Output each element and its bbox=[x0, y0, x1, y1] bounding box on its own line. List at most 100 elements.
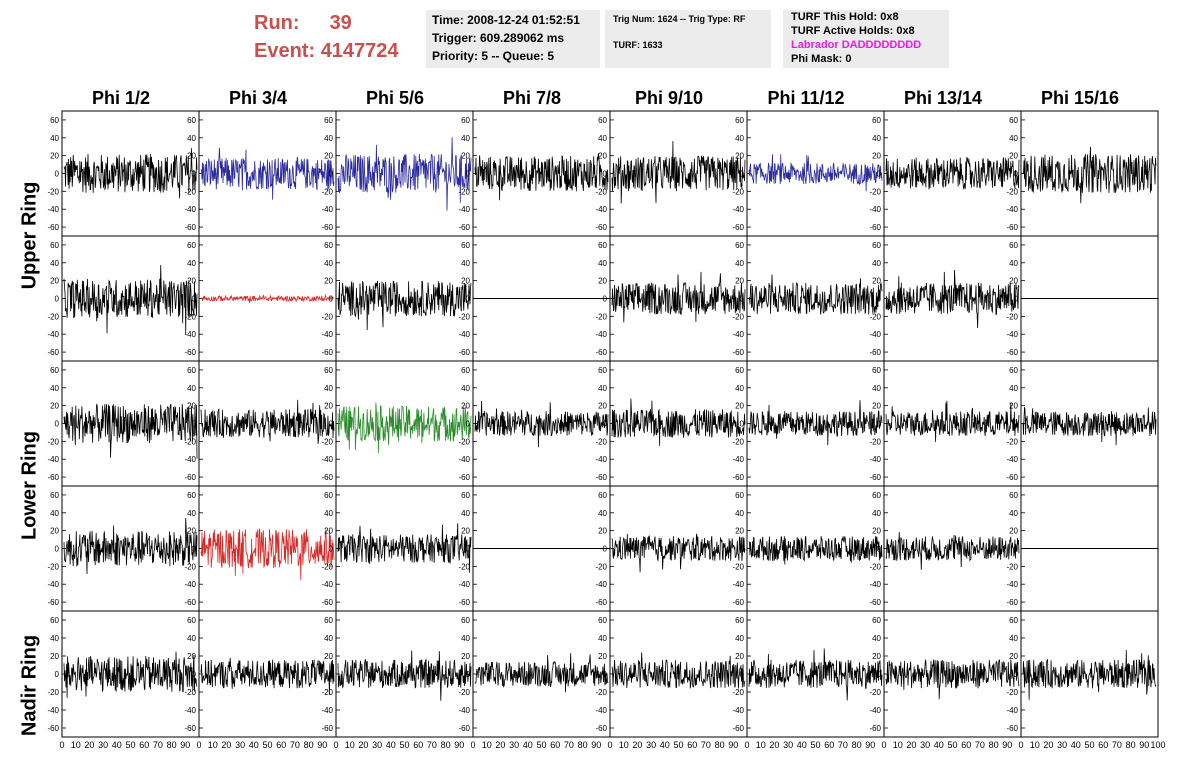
y-tick-label: 20 bbox=[1009, 527, 1018, 536]
y-tick-label: 0 bbox=[55, 670, 60, 679]
y-tick-label: 40 bbox=[872, 384, 881, 393]
y-tick-label: -20 bbox=[458, 562, 470, 571]
y-tick-label: -40 bbox=[869, 330, 881, 339]
waveform-trace bbox=[885, 659, 1020, 700]
x-tick-label: 10 bbox=[71, 740, 81, 750]
y-tick-label: 20 bbox=[50, 652, 59, 661]
y-tick-label: 0 bbox=[603, 295, 608, 304]
x-tick-label: 50 bbox=[399, 740, 409, 750]
run-value: 39 bbox=[329, 12, 352, 34]
waveform-trace bbox=[1022, 407, 1157, 446]
y-tick-label: 0 bbox=[877, 670, 882, 679]
y-tick-label: -20 bbox=[595, 562, 607, 571]
waveform-trace bbox=[885, 532, 1020, 570]
x-tick-label: 10 bbox=[1030, 740, 1040, 750]
y-tick-label: 20 bbox=[324, 277, 333, 286]
y-tick-label: -20 bbox=[184, 688, 196, 697]
y-tick-label: 20 bbox=[461, 152, 470, 161]
y-tick-label: 60 bbox=[50, 491, 59, 500]
y-tick-label: 20 bbox=[1009, 402, 1018, 411]
waveform-trace bbox=[885, 156, 1020, 190]
time-text: Time: 2008-12-24 01:52:51 bbox=[432, 13, 580, 27]
y-tick-label: -60 bbox=[184, 724, 196, 733]
y-tick-label: 60 bbox=[1009, 366, 1018, 375]
waveform-trace bbox=[337, 523, 472, 573]
y-tick-label: 60 bbox=[50, 241, 59, 250]
y-tick-label: -20 bbox=[184, 562, 196, 571]
x-tick-label: 50 bbox=[1084, 740, 1094, 750]
x-tick-label: 10 bbox=[208, 740, 218, 750]
x-tick-label: 20 bbox=[495, 740, 505, 750]
y-tick-label: 40 bbox=[461, 509, 470, 518]
column-header-phi-3-4: Phi 3/4 bbox=[228, 88, 288, 108]
y-tick-label: -40 bbox=[47, 706, 59, 715]
y-tick-label: -40 bbox=[732, 205, 744, 214]
waveform-trace bbox=[63, 403, 198, 459]
y-tick-label: 0 bbox=[55, 170, 60, 179]
turf-text: TURF: 1633 bbox=[613, 40, 663, 50]
x-tick-label: 0 bbox=[607, 740, 612, 750]
y-tick-label: 0 bbox=[877, 420, 882, 429]
y-tick-label: -40 bbox=[1006, 580, 1018, 589]
y-tick-label: 40 bbox=[187, 134, 196, 143]
y-tick-label: 0 bbox=[740, 420, 745, 429]
waveform-trace bbox=[474, 653, 609, 693]
y-tick-label: 20 bbox=[324, 527, 333, 536]
y-tick-label: -20 bbox=[869, 312, 881, 321]
y-tick-label: 60 bbox=[735, 116, 744, 125]
y-tick-label: -60 bbox=[47, 348, 59, 357]
y-tick-label: 20 bbox=[187, 527, 196, 536]
waveform-trace bbox=[200, 147, 335, 200]
y-tick-label: -20 bbox=[732, 437, 744, 446]
y-tick-label: 60 bbox=[324, 241, 333, 250]
x-tick-label: 30 bbox=[372, 740, 382, 750]
y-tick-label: 60 bbox=[598, 116, 607, 125]
y-tick-label: 40 bbox=[187, 259, 196, 268]
column-header-phi-15-16: Phi 15/16 bbox=[1040, 88, 1120, 108]
y-tick-label: -20 bbox=[47, 562, 59, 571]
x-tick-label: 30 bbox=[646, 740, 656, 750]
column-header-phi-5-6: Phi 5/6 bbox=[365, 88, 425, 108]
x-tick-label: 80 bbox=[852, 740, 862, 750]
waveform-trace bbox=[200, 657, 335, 695]
x-tick-label: 40 bbox=[934, 740, 944, 750]
x-tick-label: 10 bbox=[482, 740, 492, 750]
x-tick-label: 40 bbox=[1071, 740, 1081, 750]
y-tick-label: -60 bbox=[1006, 598, 1018, 607]
y-tick-label: -20 bbox=[869, 437, 881, 446]
waveform-trace bbox=[337, 402, 472, 454]
y-tick-label: 0 bbox=[466, 420, 471, 429]
y-tick-label: 60 bbox=[324, 116, 333, 125]
y-tick-label: -40 bbox=[458, 580, 470, 589]
y-tick-label: -40 bbox=[869, 580, 881, 589]
x-tick-label: 70 bbox=[1112, 740, 1122, 750]
y-tick-label: 60 bbox=[50, 366, 59, 375]
waveform-trace bbox=[611, 398, 746, 446]
y-tick-label: 20 bbox=[735, 152, 744, 161]
y-tick-label: 0 bbox=[740, 545, 745, 554]
y-tick-label: -60 bbox=[184, 348, 196, 357]
y-tick-label: 0 bbox=[329, 170, 334, 179]
y-tick-label: 40 bbox=[1009, 134, 1018, 143]
y-tick-label: -40 bbox=[458, 455, 470, 464]
x-tick-label: 80 bbox=[304, 740, 314, 750]
y-tick-label: 0 bbox=[466, 670, 471, 679]
y-tick-label: 20 bbox=[1009, 152, 1018, 161]
y-tick-label: 40 bbox=[50, 634, 59, 643]
column-header-phi-1-2: Phi 1/2 bbox=[91, 88, 151, 108]
y-tick-label: 20 bbox=[324, 402, 333, 411]
y-tick-label: 0 bbox=[466, 295, 471, 304]
y-tick-label: -20 bbox=[47, 688, 59, 697]
y-tick-label: -60 bbox=[458, 598, 470, 607]
y-tick-label: 60 bbox=[187, 116, 196, 125]
y-tick-label: 60 bbox=[461, 241, 470, 250]
y-tick-label: 60 bbox=[50, 116, 59, 125]
waveform-trace bbox=[748, 400, 883, 446]
y-tick-label: 0 bbox=[877, 170, 882, 179]
y-tick-label: -20 bbox=[732, 562, 744, 571]
y-tick-label: -60 bbox=[458, 473, 470, 482]
y-tick-label: -60 bbox=[595, 348, 607, 357]
y-tick-label: -40 bbox=[869, 205, 881, 214]
y-tick-label: -40 bbox=[595, 580, 607, 589]
y-tick-label: -40 bbox=[321, 455, 333, 464]
